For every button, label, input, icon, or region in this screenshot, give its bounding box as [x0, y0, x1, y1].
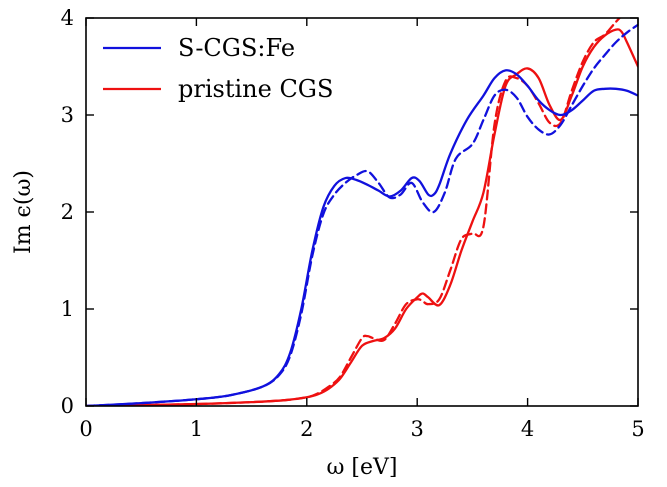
series-layer — [86, 18, 638, 406]
x-tick-label: 5 — [631, 417, 644, 441]
x-axis-label: ω [eV] — [326, 455, 397, 480]
legend: S-CGS:Fe pristine CGS — [103, 34, 333, 103]
x-tick-label: 3 — [411, 417, 424, 441]
series-line-pristine-cgs-dashed — [86, 18, 622, 406]
x-tick-label: 0 — [79, 417, 92, 441]
x-tick-label: 1 — [190, 417, 203, 441]
y-tick-label: 3 — [61, 103, 74, 127]
series-line-s-cgs-fe — [86, 69, 638, 406]
x-tick-label: 4 — [521, 417, 534, 441]
x-tick-label: 2 — [300, 417, 313, 441]
tick-layer: 0 1 2 3 4 5 0 1 2 3 4 — [61, 6, 645, 441]
y-tick-label: 2 — [61, 200, 74, 224]
y-axis-label: Im ϵ(ω) — [11, 170, 36, 254]
y-tick-label: 0 — [61, 394, 74, 418]
plot-frame — [85, 17, 639, 407]
y-tick-label: 4 — [61, 6, 74, 30]
series-line-s-cgs-fe-dashed — [86, 23, 638, 406]
y-tick-label: 1 — [61, 297, 74, 321]
legend-label-s-cgs-fe: S-CGS:Fe — [178, 34, 295, 62]
legend-label-pristine-cgs: pristine CGS — [178, 75, 333, 103]
series-line-pristine-cgs — [86, 28, 638, 406]
